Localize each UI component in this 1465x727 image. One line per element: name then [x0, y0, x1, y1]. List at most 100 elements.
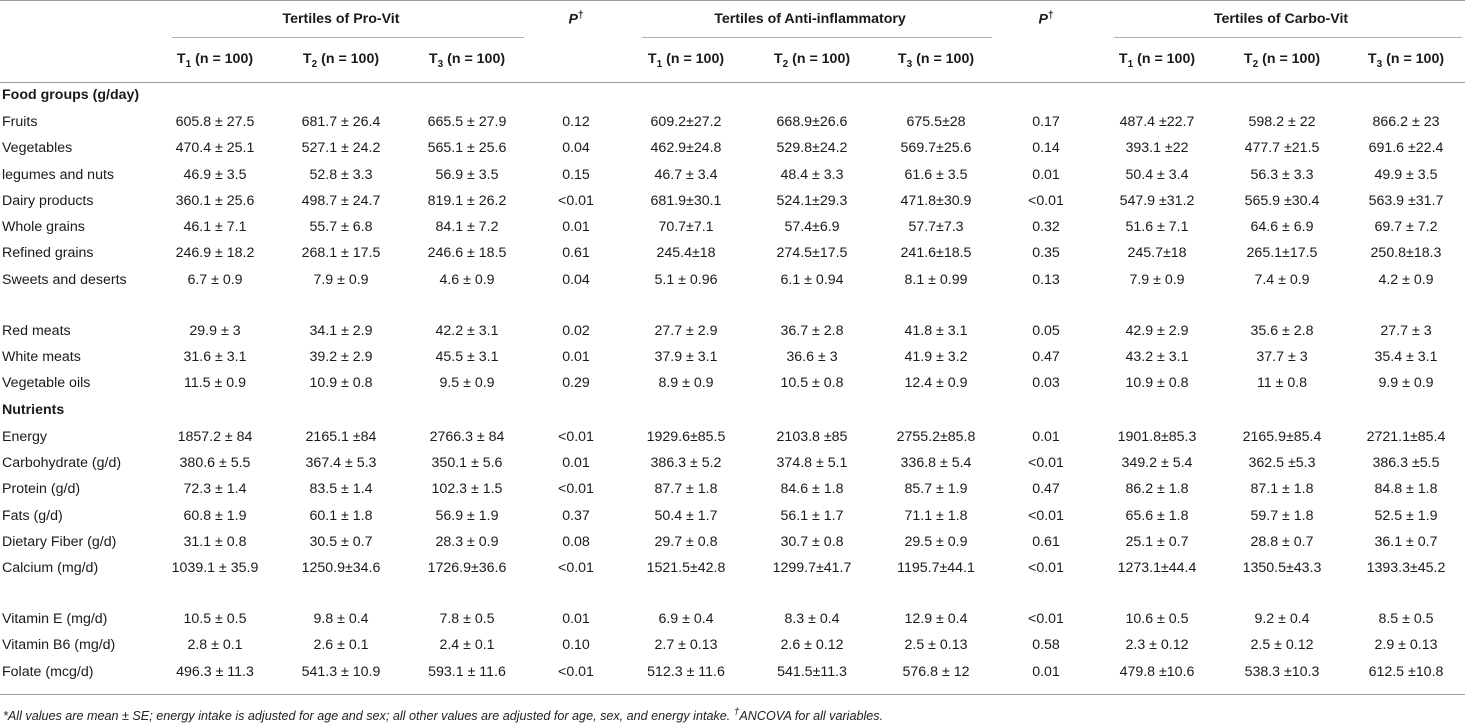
value-cell: 524.1±29.3: [776, 192, 848, 209]
value-cell: 393.1 ±22: [1125, 140, 1189, 157]
value-cell: 598.2 ± 22: [1248, 114, 1316, 130]
value-cell: 576.8 ± 12: [902, 663, 970, 680]
value-cell: 43.2 ± 3.1: [1125, 349, 1189, 366]
p-value-cell: 0.01: [562, 349, 590, 366]
value-cell: 87.7 ± 1.8: [654, 481, 718, 498]
value-cell: 52.5 ± 1.9: [1374, 507, 1438, 524]
value-cell: 9.8 ± 0.4: [313, 611, 369, 628]
p-value-cell: 0.04: [562, 140, 590, 157]
tertile-header-g1-t3: T3 (n = 100): [428, 50, 506, 70]
value-cell: 2103.8 ±85: [776, 428, 848, 445]
value-cell: 87.1 ± 1.8: [1250, 481, 1314, 498]
value-cell: 46.9 ± 3.5: [183, 166, 247, 183]
value-cell: 35.4 ± 3.1: [1374, 349, 1438, 366]
value-cell: 268.1 ± 17.5: [301, 245, 381, 262]
value-cell: 10.9 ± 0.8: [1125, 375, 1189, 392]
table-row: Fruits 605.8 ± 27.5 681.7 ± 26.4 665.5 ± 27…: [0, 109, 1465, 135]
value-cell: 39.2 ± 2.9: [309, 349, 373, 366]
value-cell: 11 ± 0.8: [1256, 375, 1308, 392]
row-label: Refined grains: [2, 245, 94, 262]
p-value-cell: 0.61: [562, 245, 590, 262]
table-row: Refined grains 246.9 ± 18.2 268.1 ± 17.5 24…: [0, 240, 1465, 266]
p-value-cell: 0.37: [562, 507, 590, 524]
value-cell: 5.1 ± 0.96: [654, 271, 718, 288]
value-cell: 42.9 ± 2.9: [1125, 322, 1189, 339]
value-cell: 362.5 ±5.3: [1248, 454, 1316, 471]
value-cell: 71.1 ± 1.8: [904, 507, 968, 524]
tertile-header-g3-t1: T1 (n = 100): [1118, 50, 1196, 70]
section-row: Nutrients: [0, 397, 1465, 424]
value-cell: 56.9 ± 1.9: [435, 507, 499, 524]
row-label: legumes and nuts: [2, 166, 114, 183]
value-cell: 8.5 ± 0.5: [1378, 611, 1434, 628]
value-cell: 1901.8±85.3: [1117, 428, 1197, 445]
header-row-tertiles: T1 (n = 100) T2 (n = 100) T3 (n = 100) T1 (…: [0, 38, 1465, 82]
value-cell: 55.7 ± 6.8: [309, 219, 373, 236]
value-cell: 57.4±6.9: [784, 219, 840, 236]
value-cell: 1521.5±42.8: [646, 560, 726, 577]
table-row: Vegetable oils 11.5 ± 0.9 10.9 ± 0.8 9.5 ± …: [0, 370, 1465, 396]
row-label: Sweets and deserts: [2, 271, 127, 288]
bottom-rule: [0, 694, 1465, 695]
value-cell: 59.7 ± 1.8: [1250, 507, 1314, 524]
value-cell: 2.5 ± 0.12: [1250, 637, 1314, 654]
tertile-header-g3-t2: T2 (n = 100): [1243, 50, 1321, 70]
tertile-header-g2-t3: T3 (n = 100): [897, 50, 975, 70]
value-cell: 569.7±25.6: [900, 140, 972, 157]
p-value-cell: <0.01: [558, 560, 594, 577]
value-cell: 1250.9±34.6: [301, 560, 381, 577]
value-cell: 2165.1 ±84: [305, 428, 377, 445]
value-cell: 565.9 ±30.4: [1244, 192, 1320, 209]
value-cell: 1726.9±36.6: [427, 560, 507, 577]
value-cell: 538.3 ±10.3: [1244, 663, 1320, 680]
value-cell: 60.8 ± 1.9: [183, 507, 247, 524]
value-cell: 498.7 ± 24.7: [301, 192, 381, 209]
value-cell: 512.3 ± 11.6: [647, 663, 725, 680]
value-cell: 102.3 ± 1.5: [431, 481, 503, 498]
value-cell: 374.8 ± 5.1: [776, 454, 848, 471]
p-value-cell: 0.14: [1032, 140, 1060, 157]
value-cell: 45.5 ± 3.1: [435, 349, 499, 366]
value-cell: 6.9 ± 0.4: [658, 611, 714, 628]
value-cell: 7.9 ± 0.9: [1129, 271, 1185, 288]
header-row-groups: Tertiles of Pro-Vit P† Tertiles of Anti-…: [0, 0, 1465, 38]
p-value-cell: 0.12: [562, 114, 590, 130]
section-title: Nutrients: [2, 401, 65, 418]
value-cell: 41.9 ± 3.2: [904, 349, 968, 366]
value-cell: 57.7±7.3: [908, 219, 964, 236]
value-cell: 241.6±18.5: [900, 245, 972, 262]
value-cell: 563.9 ±31.7: [1368, 192, 1444, 209]
value-cell: 2.5 ± 0.13: [904, 637, 968, 654]
row-label: Fats (g/d): [2, 507, 63, 524]
value-cell: 29.7 ± 0.8: [654, 533, 718, 550]
value-cell: 2.4 ± 0.1: [439, 637, 495, 654]
value-cell: 11.5 ± 0.9: [184, 375, 246, 392]
table-row: Vegetables 470.4 ± 25.1 527.1 ± 24.2 565.1 …: [0, 135, 1465, 161]
p-value-cell: <0.01: [1028, 192, 1064, 209]
value-cell: 349.2 ± 5.4: [1121, 454, 1193, 471]
value-cell: 85.7 ± 1.9: [904, 481, 968, 498]
value-cell: 10.5 ± 0.5: [183, 611, 247, 628]
table-row: White meats 31.6 ± 3.1 39.2 ± 2.9 45.5 ± 3.…: [0, 344, 1465, 370]
value-cell: 1857.2 ± 84: [177, 428, 253, 445]
value-cell: 1273.1±44.4: [1117, 560, 1197, 577]
p-value-cell: <0.01: [1028, 560, 1064, 577]
value-cell: 2755.2±85.8: [896, 428, 976, 445]
value-cell: 367.4 ± 5.3: [305, 454, 377, 471]
row-label: Vitamin B6 (mg/d): [2, 637, 116, 654]
p-value-cell: 0.10: [562, 637, 590, 654]
value-cell: 2.7 ± 0.13: [654, 637, 718, 654]
p-value-cell: 0.32: [1032, 219, 1060, 236]
value-cell: 541.3 ± 10.9: [301, 663, 381, 680]
row-label: Whole grains: [2, 219, 85, 236]
value-cell: 86.2 ± 1.8: [1125, 481, 1189, 498]
value-cell: 350.1 ± 5.6: [431, 454, 503, 471]
value-cell: 29.5 ± 0.9: [904, 533, 968, 550]
value-cell: 8.3 ± 0.4: [784, 611, 840, 628]
value-cell: 529.8±24.2: [776, 140, 848, 157]
value-cell: 609.2±27.2: [650, 114, 722, 130]
footnote: *All values are mean ± SE; energy intake…: [3, 707, 884, 724]
table-row: Vitamin E (mg/d) 10.5 ± 0.5 9.8 ± 0.4 7.8 ±…: [0, 606, 1465, 632]
value-cell: 1929.6±85.5: [646, 428, 726, 445]
p-value-cell: 0.05: [1032, 322, 1060, 339]
